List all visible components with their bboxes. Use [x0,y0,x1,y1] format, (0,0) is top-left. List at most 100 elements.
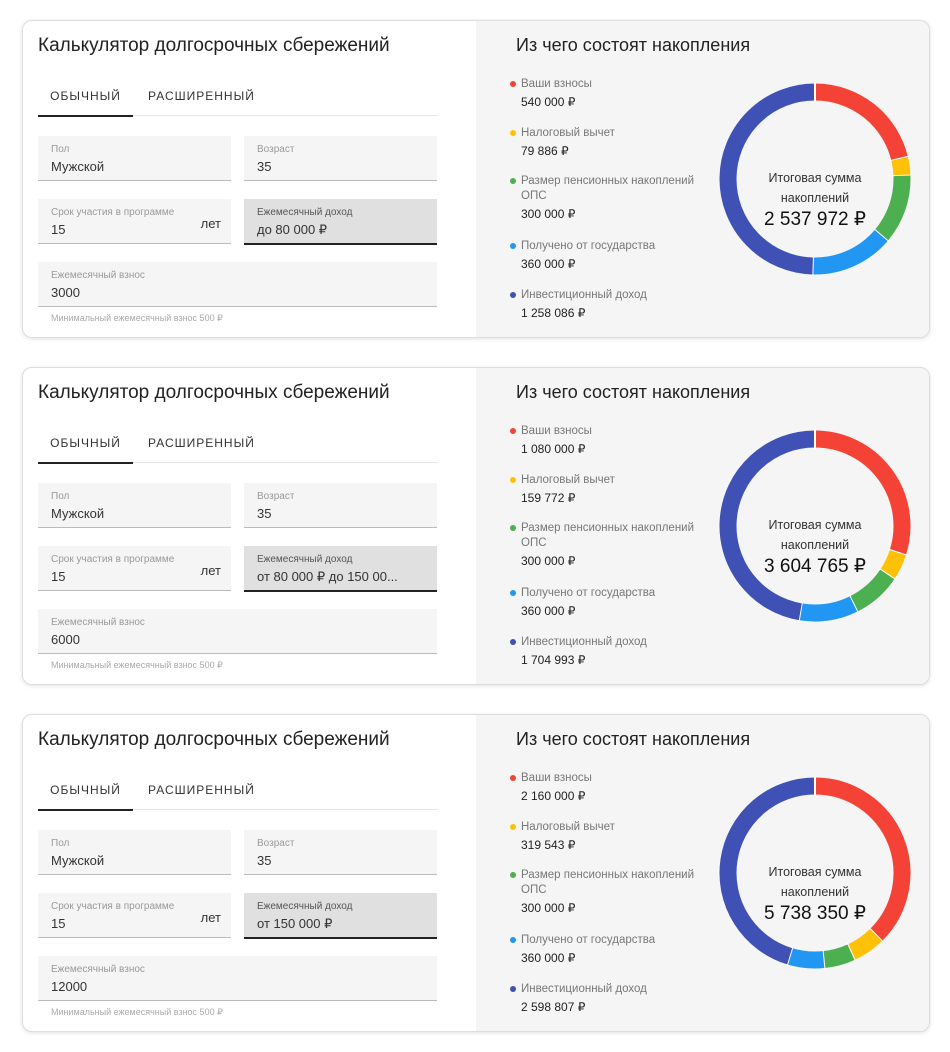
calculator-title: Калькулятор долгосрочных сбережений [38,729,390,750]
legend-item-tax: Налоговый вычет 159 772 ₽ [510,473,701,505]
gender-select[interactable]: Пол Мужской [38,136,231,181]
legend-item-state: Получено от государства 360 000 ₽ [510,239,701,271]
legend-value: 300 000 ₽ [521,207,576,221]
legend-dot [510,590,516,596]
savings-calculator-card: Калькулятор долгосрочных сбережений ОБЫЧ… [22,367,930,685]
tab-basic[interactable]: ОБЫЧНЫЙ [38,436,133,464]
legend-dot [510,775,516,781]
income-select[interactable]: Ежемесячный доход от 80 000 ₽ до 150 00.… [244,546,437,592]
income-select-value: от 80 000 ₽ до 150 00... [257,569,398,584]
legend-label: Налоговый вычет [521,474,615,486]
gender-select[interactable]: Пол Мужской [38,830,231,875]
legend-value: 1 704 993 ₽ [521,653,586,667]
legend-label: Получено от государства [521,934,656,946]
term-input[interactable]: Срок участия в программе 15 лет [38,893,231,938]
legend-value: 1 080 000 ₽ [521,442,586,456]
income-select[interactable]: Ежемесячный доход до 80 000 ₽ [244,199,437,245]
total-value: 2 537 972 ₽ [764,209,866,230]
term-unit: лет [200,563,221,578]
payment-hint: Минимальный ежемесячный взнос 500 ₽ [51,313,223,323]
age-input[interactable]: Возраст 35 [244,830,437,875]
term-input[interactable]: Срок участия в программе 15 лет [38,199,231,244]
gender-select-label: Пол [51,838,70,849]
term-input-label: Срок участия в программе [51,901,175,912]
income-select-value: от 150 000 ₽ [257,916,333,931]
donut-separator [848,594,859,614]
tab-advanced[interactable]: РАСШИРЕННЫЙ [148,436,255,450]
age-input-label: Возраст [257,838,295,849]
age-input-label: Возраст [257,144,295,155]
gender-select-label: Пол [51,491,70,502]
calculator-title: Калькулятор долгосрочных сбережений [38,35,390,56]
legend-value: 319 543 ₽ [521,838,576,852]
legend-value: 540 000 ₽ [521,95,576,109]
donut-segment-state [798,596,858,622]
total-label-text: Итоговая сумма накоплений [768,865,862,899]
legend-label: Налоговый вычет [521,127,615,139]
legend-dot [510,639,516,645]
age-input[interactable]: Возраст 35 [244,483,437,528]
term-input[interactable]: Срок участия в программе 15 лет [38,546,231,591]
payment-input-label: Ежемесячный взнос [51,617,145,628]
age-input[interactable]: Возраст 35 [244,136,437,181]
legend-value: 2 598 807 ₽ [521,1000,586,1014]
payment-input[interactable]: Ежемесячный взнос 3000 [38,262,437,307]
donut-center: Итоговая сумма накоплений 3 604 765 ₽ [719,430,911,622]
legend-label: Ваши взносы [521,78,592,90]
legend-label: Ваши взносы [521,425,592,437]
legend-label: Инвестиционный доход [521,983,647,995]
legend-dot [510,81,516,87]
term-input-value: 15 [51,222,66,237]
donut-segment-state [812,229,888,275]
donut-separator [872,228,890,243]
legend-dot [510,986,516,992]
gender-select-value: Мужской [51,159,105,174]
total-label-text: Итоговая сумма накоплений [768,171,862,205]
tab-basic[interactable]: ОБЫЧНЫЙ [38,89,133,117]
tab-advanced[interactable]: РАСШИРЕННЫЙ [148,89,255,103]
term-input-label: Срок участия в программе [51,207,175,218]
donut-segment-invest [719,777,816,965]
age-input-label: Возраст [257,491,295,502]
payment-input-value: 3000 [51,285,80,300]
legend-label: Размер пенсионных накоплений ОПС [521,869,695,896]
calculator-title: Калькулятор долгосрочных сбережений [38,382,390,403]
term-unit: лет [200,910,221,925]
payment-input[interactable]: Ежемесячный взнос 6000 [38,609,437,654]
payment-input-value: 6000 [51,632,80,647]
legend-value: 300 000 ₽ [521,554,576,568]
savings-calculator-card: Калькулятор долгосрочных сбережений ОБЫЧ… [22,714,930,1032]
legend-dot [510,130,516,136]
legend-label: Ваши взносы [521,772,592,784]
total-value: 5 738 350 ₽ [764,903,866,924]
legend-item-tax: Налоговый вычет 319 543 ₽ [510,820,701,852]
payment-input[interactable]: Ежемесячный взнос 12000 [38,956,437,1001]
savings-donut-chart [719,777,911,969]
legend-item-state: Получено от государства 360 000 ₽ [510,586,701,618]
donut-segment-ops [849,569,895,612]
legend-value: 159 772 ₽ [521,491,576,505]
age-input-value: 35 [257,506,272,521]
gender-select-value: Мужской [51,506,105,521]
total-label: Итоговая сумма накоплений [719,862,911,902]
savings-donut-chart [719,83,911,275]
calculator-form: Калькулятор долгосрочных сбережений ОБЫЧ… [23,715,476,1031]
tab-advanced[interactable]: РАСШИРЕННЫЙ [148,783,255,797]
breakdown-title: Из чего состоят накопления [516,382,751,402]
legend-value: 360 000 ₽ [521,604,576,618]
income-select[interactable]: Ежемесячный доход от 150 000 ₽ [244,893,437,939]
term-input-value: 15 [51,569,66,584]
legend-dot [510,292,516,298]
payment-input-label: Ежемесячный взнос [51,270,145,281]
legend-item-ops: Размер пенсионных накоплений ОПС 300 000… [510,174,701,221]
donut-segment-invest [719,430,816,621]
donut-separator [785,946,794,967]
gender-select[interactable]: Пол Мужской [38,483,231,528]
legend-value: 79 886 ₽ [521,144,569,158]
donut-separator [868,927,884,943]
income-select-value: до 80 000 ₽ [257,222,328,237]
legend-item-contrib: Ваши взносы 1 080 000 ₽ [510,424,701,456]
legend-value: 1 258 086 ₽ [521,306,586,320]
tab-basic[interactable]: ОБЫЧНЫЙ [38,783,133,811]
age-input-value: 35 [257,853,272,868]
